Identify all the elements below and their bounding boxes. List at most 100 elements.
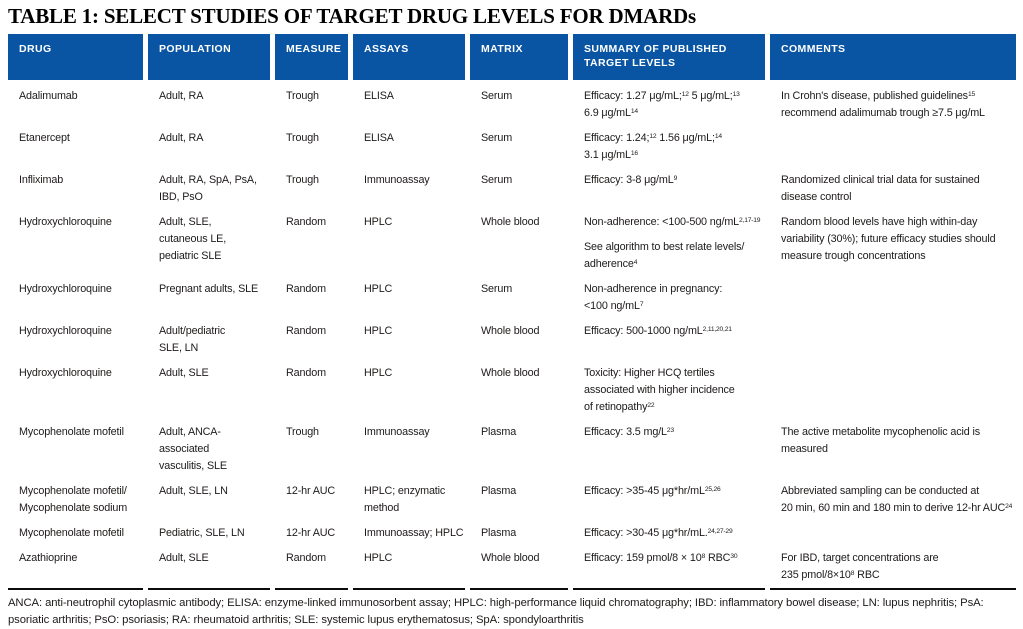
cell-matrix: Whole blood	[481, 216, 540, 228]
cell-summary: Efficacy: 3.5 mg/L23	[584, 426, 674, 438]
cell-comments: For IBD, target concentrations are 235 p…	[781, 552, 939, 581]
table-body: Adalimumab Adult, RA Trough ELISA Serum Effic…	[8, 88, 1016, 584]
cell-population: Adult, SLE, LN	[159, 485, 228, 497]
cell-assays: HPLC	[364, 216, 393, 228]
cell-drug: Infliximab	[19, 174, 64, 186]
table-bottom-rule-segment	[770, 588, 1016, 590]
cell-drug: Mycophenolate mofetil/ Mycophenolate sod…	[19, 485, 128, 514]
cell-drug: Hydroxychloroquine	[19, 325, 112, 337]
cell-drug: Hydroxychloroquine	[19, 216, 112, 228]
table-row: Mycophenolate mofetil Adult, ANCA-associa…	[8, 424, 1016, 475]
cell-matrix: Serum	[481, 132, 513, 144]
table-row: Hydroxychloroquine Adult, SLE Random HPLC Wh…	[8, 365, 1016, 416]
cell-drug: Adalimumab	[19, 90, 78, 102]
table-row: Hydroxychloroquine Adult/pediatric SLE, L…	[8, 323, 1016, 357]
cell-population: Adult, RA, SpA, PsA, IBD, PsO	[159, 174, 257, 203]
cell-comments	[770, 525, 1016, 542]
cell-population: Adult, SLE	[159, 552, 209, 564]
cell-measure: Trough	[286, 426, 319, 438]
cell-measure: Trough	[286, 132, 319, 144]
table-row: Adalimumab Adult, RA Trough ELISA Serum Effic…	[8, 88, 1016, 122]
cell-comments: Abbreviated sampling can be conducted at…	[781, 485, 1013, 514]
cell-comments	[770, 130, 1016, 164]
cell-assays: Immunoassay; HPLC	[364, 527, 464, 539]
cell-measure: Random	[286, 283, 326, 295]
cell-population: Adult, ANCA-associated vasculitis, SLE	[159, 426, 227, 472]
table-header-row: DRUG POPULATION MEASURE ASSAYS MATRIX SUMMARY…	[8, 34, 1016, 80]
table-row: Infliximab Adult, RA, SpA, PsA, IBD, PsO T…	[8, 172, 1016, 206]
table-bottom-rule-segment	[573, 588, 765, 590]
cell-assays: Immunoassay	[364, 426, 430, 438]
cell-summary: Efficacy: 3-8 μg/mL9	[584, 174, 678, 186]
cell-summary: Efficacy: >30-45 μg*hr/mL.24,27-29	[584, 527, 733, 539]
column-header: MATRIX	[470, 34, 568, 80]
cell-drug: Mycophenolate mofetil	[19, 426, 124, 438]
table-row: Azathioprine Adult, SLE Random HPLC Whole bl…	[8, 550, 1016, 584]
column-header: COMMENTS	[770, 34, 1016, 80]
cell-drug: Hydroxychloroquine	[19, 367, 112, 379]
cell-measure: Trough	[286, 174, 319, 186]
cell-population: Adult, RA	[159, 132, 204, 144]
table-bottom-rule-segment	[275, 588, 348, 590]
cell-comments	[770, 365, 1016, 416]
cell-comments	[770, 281, 1016, 315]
cell-measure: Trough	[286, 90, 319, 102]
cell-population: Adult, SLE	[159, 367, 209, 379]
cell-assays: ELISA	[364, 90, 394, 102]
cell-measure: 12-hr AUC	[286, 527, 336, 539]
table-row: Etanercept Adult, RA Trough ELISA Serum Effic…	[8, 130, 1016, 164]
column-header: POPULATION	[148, 34, 270, 80]
column-header: SUMMARY OF PUBLISHED TARGET LEVELS	[573, 34, 765, 80]
column-header: ASSAYS	[353, 34, 465, 80]
cell-drug: Hydroxychloroquine	[19, 283, 112, 295]
cell-assays: HPLC	[364, 552, 393, 564]
cell-matrix: Serum	[481, 283, 513, 295]
cell-matrix: Serum	[481, 90, 513, 102]
cell-population: Adult/pediatric SLE, LN	[159, 325, 226, 354]
cell-drug: Azathioprine	[19, 552, 78, 564]
cell-assays: ELISA	[364, 132, 394, 144]
table-bottom-rule-segment	[148, 588, 270, 590]
cell-summary: Toxicity: Higher HCQ tertiles associated…	[584, 367, 735, 413]
cell-population: Pediatric, SLE, LN	[159, 527, 245, 539]
table-title: TABLE 1: SELECT STUDIES OF TARGET DRUG L…	[8, 4, 696, 28]
cell-matrix: Plasma	[481, 527, 517, 539]
cell-population: Adult, SLE, cutaneous LE, pediatric SLE	[159, 216, 227, 262]
cell-assays: HPLC; enzymatic method	[364, 485, 446, 514]
cell-summary: Efficacy: >35-45 μg*hr/mL25,26	[584, 485, 721, 497]
cell-comments: The active metabolite mycophenolic acid …	[781, 426, 980, 455]
cell-measure: Random	[286, 325, 326, 337]
cell-comments: Random blood levels have high within-day…	[781, 216, 996, 262]
cell-population: Pregnant adults, SLE	[159, 283, 259, 295]
cell-summary: Non-adherence in pregnancy: <100 ng/mL7	[584, 283, 723, 312]
cell-summary: Efficacy: 1.27 μg/mL;12 5 μg/mL;13 6.9 μ…	[584, 90, 740, 119]
cell-matrix: Whole blood	[481, 367, 540, 379]
cell-summary: Efficacy: 1.24;12 1.56 μg/mL;14 3.1 μg/m…	[584, 132, 722, 161]
cell-matrix: Plasma	[481, 426, 517, 438]
cell-population: Adult, RA	[159, 90, 204, 102]
table-row: Hydroxychloroquine Adult, SLE, cutaneous …	[8, 214, 1016, 273]
cell-matrix: Plasma	[481, 485, 517, 497]
abbreviations-footnote: ANCA: anti-neutrophil cytoplasmic antibo…	[8, 597, 984, 626]
table-row: Hydroxychloroquine Pregnant adults, SLE Ra…	[8, 281, 1016, 315]
cell-assays: HPLC	[364, 325, 393, 337]
table-row: Mycophenolate mofetil Pediatric, SLE, LN 1…	[8, 525, 1016, 542]
cell-summary: Efficacy: 500-1000 ng/mL2,11,20,21	[584, 325, 732, 337]
table-bottom-rule-segment	[8, 588, 143, 590]
table-bottom-rule-segment	[470, 588, 568, 590]
cell-assays: HPLC	[364, 367, 393, 379]
cell-measure: Random	[286, 216, 326, 228]
cell-matrix: Whole blood	[481, 325, 540, 337]
cell-measure: 12-hr AUC	[286, 485, 336, 497]
cell-drug: Mycophenolate mofetil	[19, 527, 124, 539]
cell-measure: Random	[286, 367, 326, 379]
cell-summary: Non-adherence: <100-500 ng/mL2,17-19 See …	[584, 216, 761, 270]
cell-matrix: Whole blood	[481, 552, 540, 564]
cell-measure: Random	[286, 552, 326, 564]
cell-summary: Efficacy: 159 pmol/8 × 108 RBC30	[584, 552, 738, 564]
table-row: Mycophenolate mofetil/ Mycophenolate sod…	[8, 483, 1016, 517]
cell-comments	[770, 323, 1016, 357]
cell-comments: In Crohn's disease, published guidelines…	[781, 90, 985, 119]
cell-comments: Randomized clinical trial data for susta…	[781, 174, 980, 203]
